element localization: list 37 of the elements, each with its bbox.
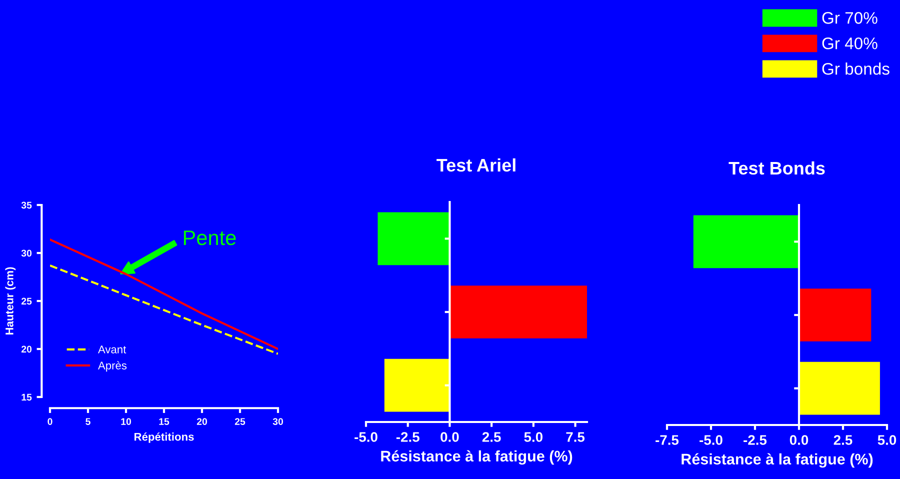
y-tick-label: 30 (21, 250, 32, 257)
x-tick-label: 5 (86, 418, 90, 425)
x-tick-label: 7.5 (566, 432, 585, 442)
y-tick-label: 25 (21, 298, 32, 305)
x-axis-title: Résistance à la fatigue (%) (682, 453, 873, 468)
legend-label: Gr 70% (822, 12, 878, 24)
x-axis-title: Résistance à la fatigue (%) (381, 450, 572, 465)
legend-label: Gr 40% (822, 37, 878, 50)
x-tick-label: 5.0 (524, 432, 543, 442)
x-axis-title: Répétitions (134, 432, 194, 443)
y-tick-label: 35 (21, 202, 32, 209)
chart-title: Test Ariel (436, 158, 516, 172)
x-tick-label: 2.5 (834, 435, 852, 445)
x-tick-label: 30 (272, 418, 284, 425)
y-axis-title: Hauteur (cm) (5, 267, 16, 335)
annotation: Pente (184, 230, 236, 246)
x-tick-label: -7.5 (656, 435, 679, 445)
line-series (50, 264, 278, 355)
x-tick-label: 2.5 (482, 432, 501, 442)
x-tick-label: 15 (159, 418, 170, 425)
x-tick-label: 0 (48, 418, 52, 425)
x-tick-label: 10 (121, 418, 132, 425)
x-tick-label: 20 (196, 418, 208, 425)
legend-label: Après (98, 361, 127, 372)
y-tick-label: 15 (22, 394, 32, 401)
legend-label: Gr bonds (822, 62, 890, 75)
y-tick-label: 20 (21, 346, 32, 353)
chart-title: Test Bonds (728, 161, 825, 175)
x-tick-label: 0.0 (440, 432, 459, 442)
x-tick-label: -5.0 (700, 435, 722, 445)
x-tick-label: 5.0 (878, 435, 896, 445)
legend-label: Avant (98, 346, 126, 354)
x-tick-label: -5.0 (354, 432, 378, 442)
x-tick-label: 0.0 (790, 435, 808, 445)
x-tick-label: -2.5 (396, 432, 420, 442)
x-tick-label: 25 (234, 418, 246, 425)
x-tick-label: -2.5 (744, 435, 767, 445)
